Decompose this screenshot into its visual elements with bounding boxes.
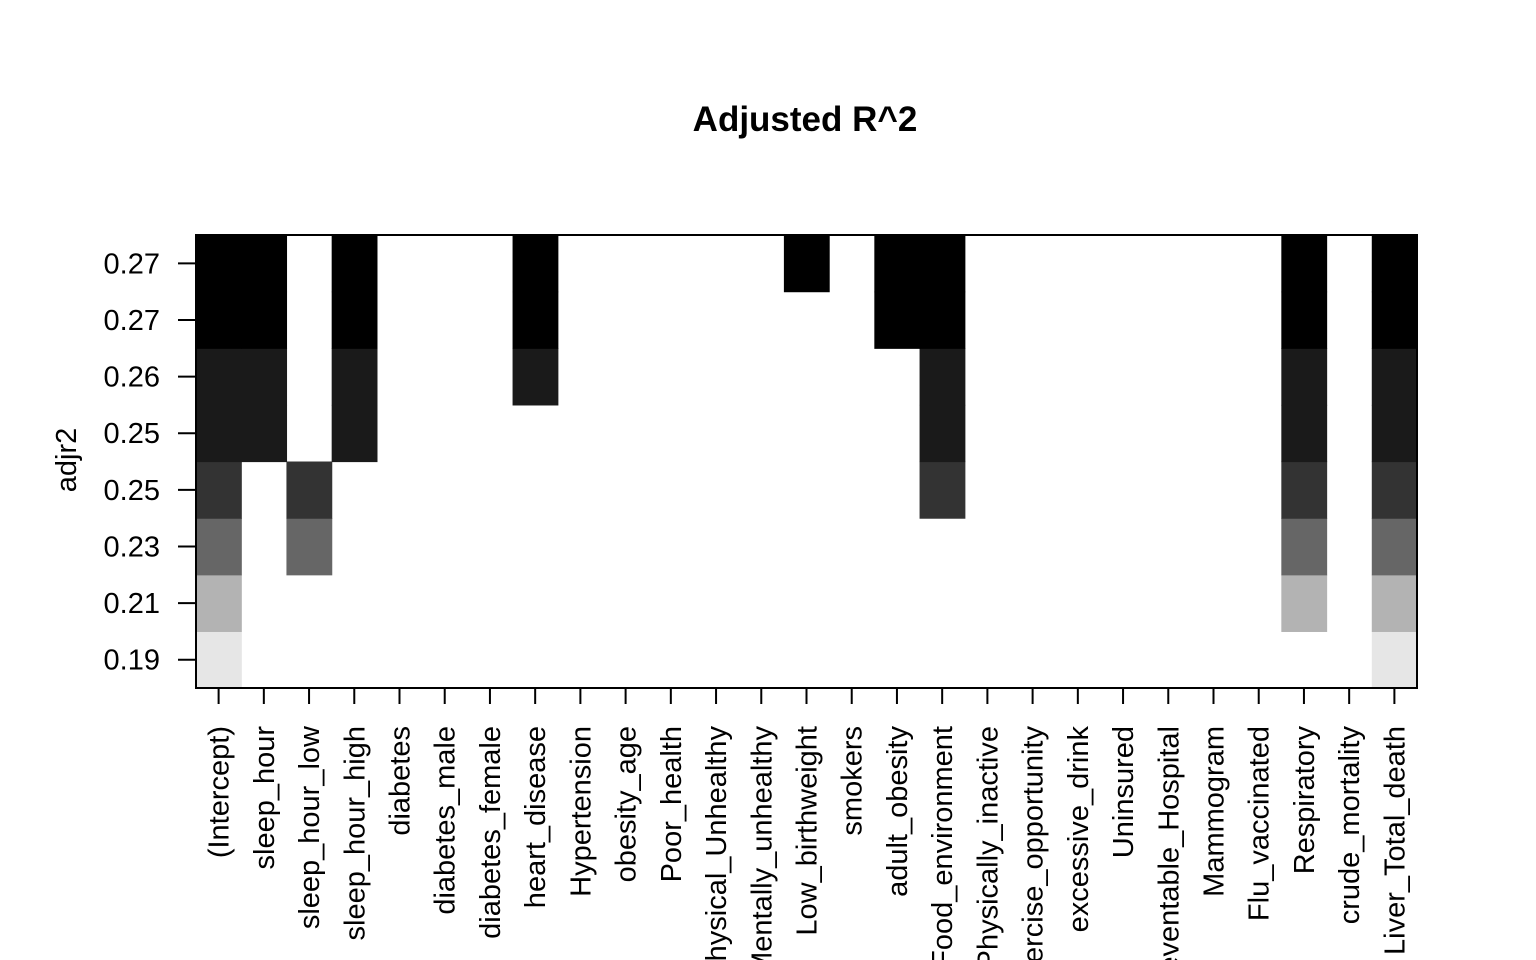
heatmap-cell [783, 235, 830, 293]
x-tick-label: Liver_Total_death [1379, 726, 1411, 955]
heatmap-cell [241, 291, 288, 349]
heatmap-cell [919, 291, 966, 349]
heatmap-cell [331, 348, 378, 406]
x-tick-label: Preventable_Hospital [1153, 726, 1185, 960]
heatmap-cell [196, 461, 242, 519]
heatmap-cell [196, 348, 242, 406]
heatmap-cell [1281, 461, 1328, 519]
x-tick-label: crude_mortality [1334, 726, 1366, 925]
heatmap-cell [286, 461, 333, 519]
x-tick-label: sleep_hour_low [294, 725, 326, 929]
heatmap-cell [241, 235, 288, 293]
heatmap-cell [1371, 348, 1418, 406]
chart-title: Adjusted R^2 [693, 100, 918, 139]
heatmap-cells [196, 235, 1418, 689]
y-tick-label: 0.27 [104, 248, 160, 280]
heatmap-cell [196, 631, 242, 689]
heatmap-cell [919, 404, 966, 463]
heatmap-cell [196, 574, 242, 632]
heatmap-cell [196, 404, 242, 463]
heatmap-cell [512, 235, 559, 293]
heatmap-cell [331, 235, 378, 293]
x-tick-label: diabetes_female [475, 726, 507, 939]
heatmap-cell [241, 404, 288, 463]
y-tick-label: 0.25 [104, 475, 160, 507]
y-tick-label: 0.27 [104, 305, 160, 337]
heatmap-cell [1281, 348, 1328, 406]
heatmap-cell [919, 235, 966, 293]
x-tick-label: diabetes [385, 726, 417, 836]
y-tick-label: 0.21 [104, 588, 160, 620]
heatmap-cell [874, 235, 921, 293]
x-tick-label: excessive_drink [1063, 726, 1095, 933]
heatmap-cell [1281, 574, 1328, 632]
heatmap-cell [919, 348, 966, 406]
x-tick-label: Exercise_opportunity [1018, 726, 1050, 960]
x-tick-label: Hypertension [565, 726, 597, 897]
x-tick-label: Low_birthweight [792, 726, 824, 936]
plot-frame [195, 234, 1418, 689]
heatmap-cell [241, 348, 288, 406]
x-tick-label: diabetes_male [430, 726, 462, 915]
x-tick-label: Mentally_unhealthy [746, 726, 778, 960]
heatmap-cell [1371, 235, 1418, 293]
x-tick-label: smokers [837, 726, 869, 836]
heatmap-cell [512, 291, 559, 349]
heatmap-cell [1371, 461, 1418, 519]
x-tick-label: Respiratory [1289, 726, 1321, 875]
x-tick-label: Uninsured [1108, 726, 1140, 858]
y-tick-label: 0.25 [104, 418, 160, 450]
heatmap-cell [1281, 235, 1328, 293]
heatmap-cell [874, 291, 921, 349]
x-axis: (Intercept) sleep_hour sleep_hour_low sleep… [204, 688, 1411, 960]
x-tick-label: (Intercept) [204, 726, 236, 858]
heatmap-cell [1371, 518, 1418, 576]
y-tick-label: 0.19 [104, 645, 160, 677]
heatmap-cell [1371, 631, 1418, 689]
y-axis: 0.19 0.21 0.23 0.25 0.25 0.26 0.27 0.27 [104, 248, 196, 677]
heatmap-cell [1371, 404, 1418, 463]
heatmap-cell [331, 404, 378, 463]
x-tick-label: heart_disease [520, 726, 552, 908]
heatmap-cell [1281, 404, 1328, 463]
heatmap-cell [512, 348, 559, 406]
x-tick-label: adult_obesity [882, 726, 914, 897]
x-tick-label: obesity_age [611, 726, 643, 882]
heatmap-cell [1281, 291, 1328, 349]
x-tick-label: Physically_inactive [972, 726, 1004, 960]
y-axis-label: adjr2 [51, 428, 83, 493]
heatmap-cell [196, 291, 242, 349]
x-tick-label: Flu_vaccinated [1244, 726, 1276, 921]
x-tick-label: Mammogram [1199, 726, 1231, 897]
y-tick-label: 0.26 [104, 362, 160, 394]
y-tick-label: 0.23 [104, 531, 160, 563]
heatmap-cell [1371, 574, 1418, 632]
heatmap-cell [1371, 291, 1418, 349]
x-tick-label: sleep_hour [249, 726, 281, 870]
heatmap-cell [286, 518, 333, 576]
heatmap-cell [331, 291, 378, 349]
heatmap-cell [1281, 518, 1328, 576]
heatmap-cell [196, 518, 242, 576]
x-tick-label: Physical_Unhealthy [701, 726, 733, 960]
heatmap-cell [919, 461, 966, 519]
x-tick-label: Poor_health [656, 726, 688, 882]
heatmap-cell [196, 235, 242, 293]
x-tick-label: Food_environment [927, 726, 959, 960]
x-tick-label: sleep_hour_high [339, 726, 371, 940]
